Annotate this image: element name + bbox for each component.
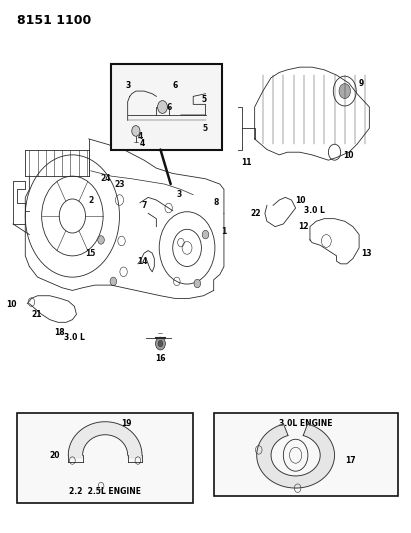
Text: 6: 6 [173,81,178,90]
Text: 10: 10 [343,151,353,160]
Text: 5: 5 [203,124,208,133]
Text: 10: 10 [296,196,306,205]
Polygon shape [68,422,142,458]
Text: 19: 19 [122,419,132,428]
Text: 3.0 L: 3.0 L [304,206,325,215]
Circle shape [283,439,308,471]
FancyBboxPatch shape [214,413,398,496]
Text: 10: 10 [7,300,17,309]
Text: 3: 3 [176,190,182,199]
Text: 17: 17 [345,456,356,465]
Text: 2: 2 [88,196,93,205]
Circle shape [157,101,167,114]
Text: 16: 16 [155,354,166,363]
Text: 15: 15 [85,249,96,258]
Text: 23: 23 [114,180,125,189]
Text: 3: 3 [126,81,131,90]
FancyBboxPatch shape [17,413,193,503]
Text: 5: 5 [201,94,207,103]
Text: 12: 12 [298,222,309,231]
Circle shape [194,279,201,288]
Text: 22: 22 [250,209,261,218]
Circle shape [110,277,117,286]
FancyBboxPatch shape [111,64,222,150]
Text: 9: 9 [359,78,365,87]
Circle shape [158,341,163,347]
Text: 18: 18 [54,328,65,337]
Circle shape [155,337,165,350]
Text: 11: 11 [241,158,252,166]
Text: 2.2  2.5L ENGINE: 2.2 2.5L ENGINE [69,487,141,496]
Text: 8: 8 [213,198,218,207]
Text: 24: 24 [100,174,111,183]
Text: 4: 4 [137,132,143,141]
Text: 3.0L ENGINE: 3.0L ENGINE [279,419,332,428]
Text: 4: 4 [139,139,145,148]
Text: 3.0 L: 3.0 L [64,333,85,342]
Text: 7: 7 [141,201,147,210]
Circle shape [202,230,209,239]
Text: 6: 6 [166,102,171,111]
Text: 14: 14 [137,257,147,265]
Text: 21: 21 [31,310,42,319]
Polygon shape [257,424,335,488]
Text: 8151 1100: 8151 1100 [17,14,91,27]
Text: 1: 1 [221,228,226,237]
Circle shape [339,84,351,99]
Circle shape [132,126,140,136]
Circle shape [98,236,104,244]
Text: 20: 20 [50,451,60,460]
Text: 13: 13 [361,249,372,258]
